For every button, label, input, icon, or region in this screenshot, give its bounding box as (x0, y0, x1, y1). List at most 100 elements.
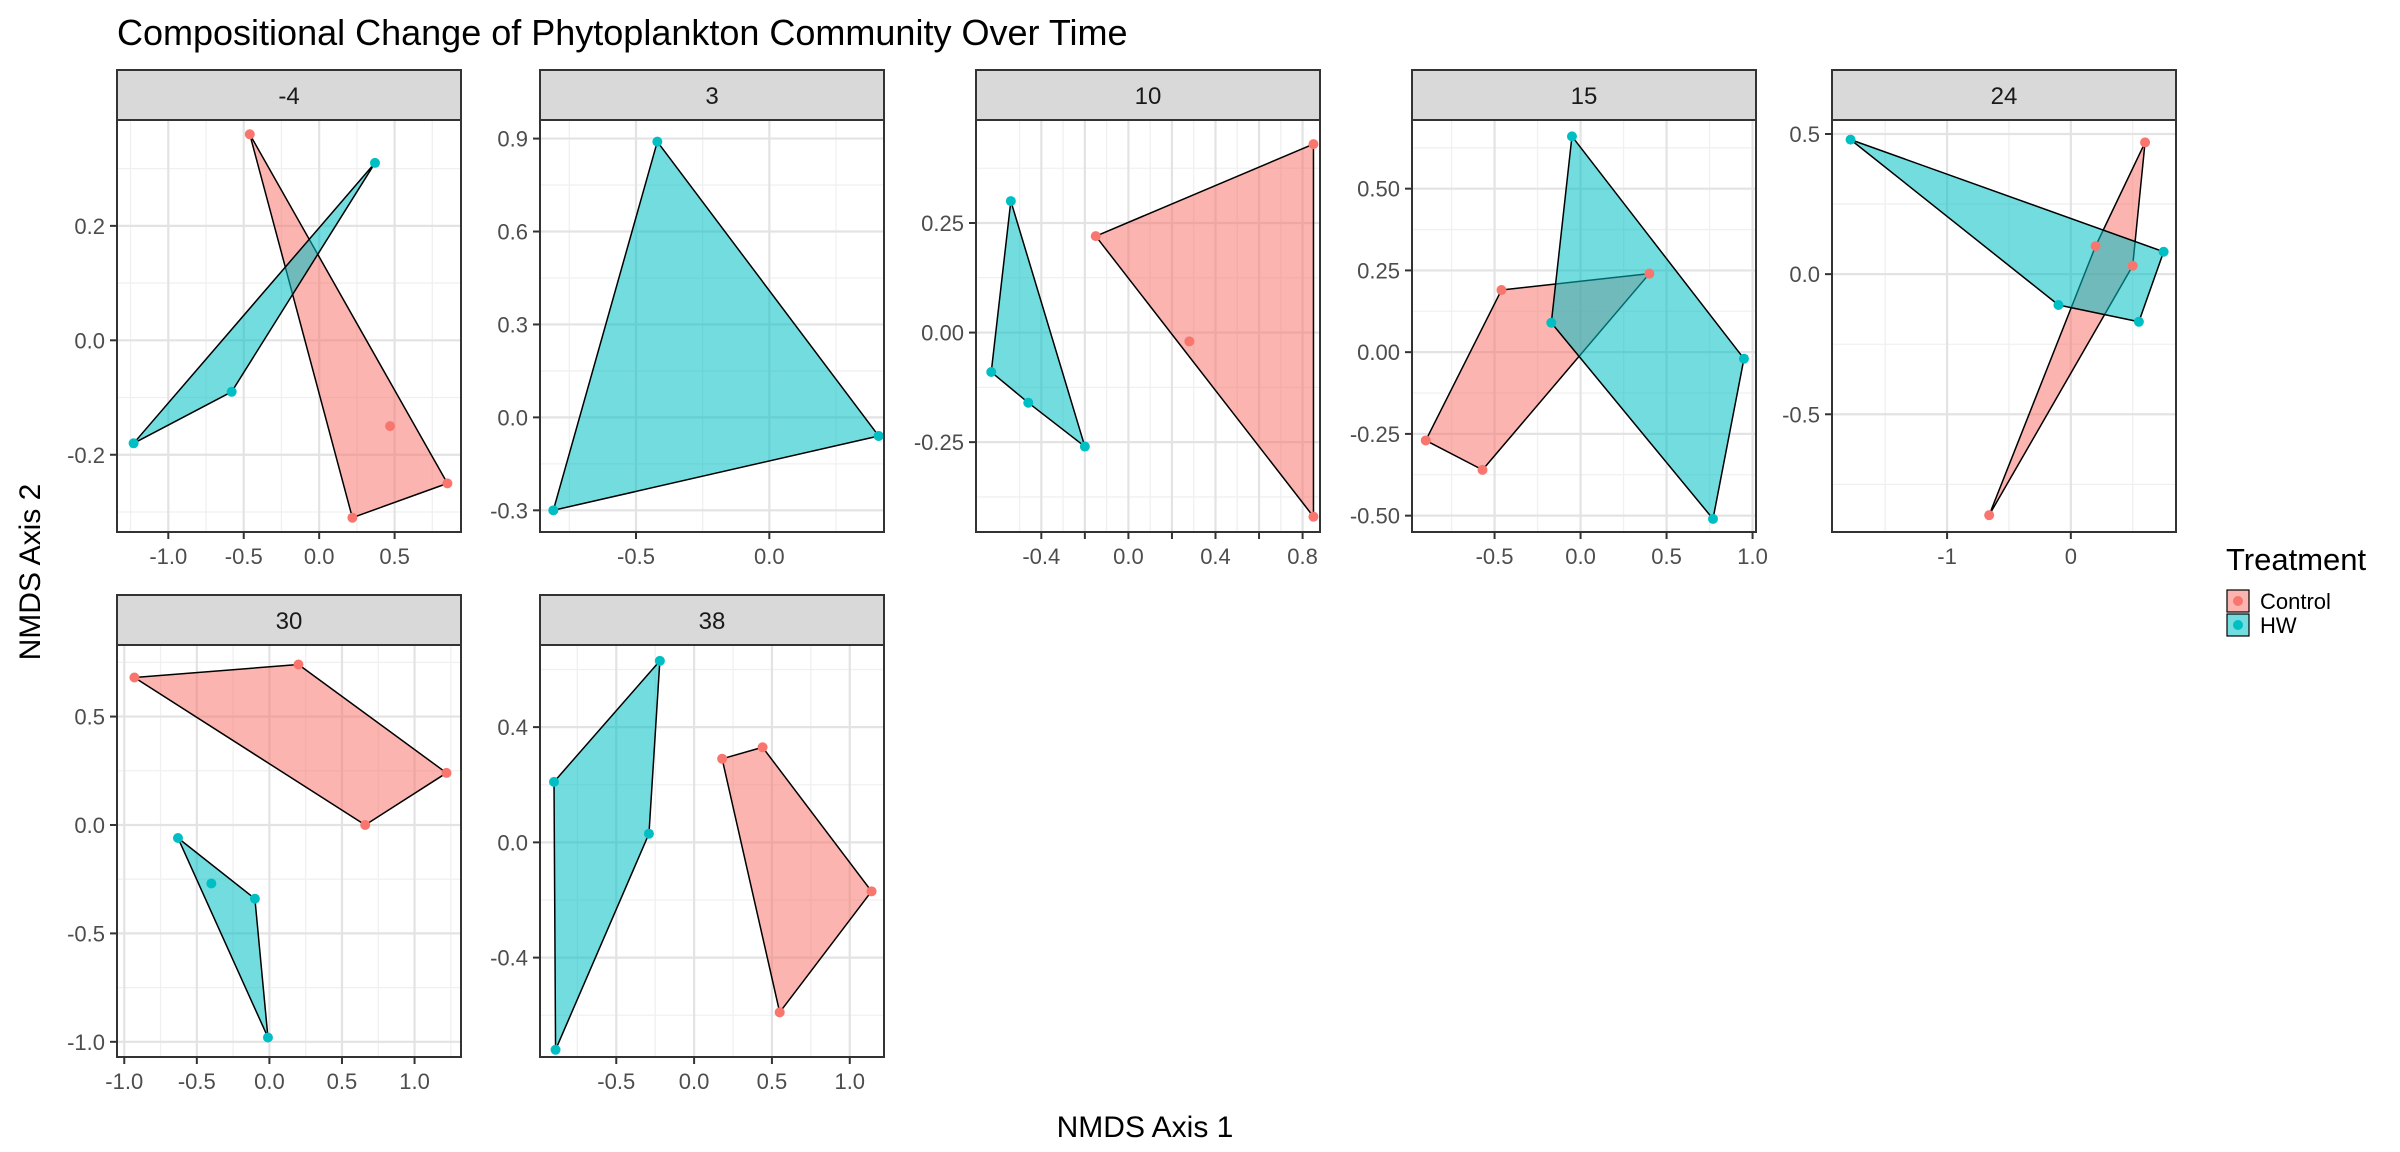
chart-title: Compositional Change of Phytoplankton Co… (117, 12, 1127, 53)
x-tick-label: -0.5 (617, 544, 655, 569)
y-tick-label: 0.0 (74, 813, 105, 838)
point-control (347, 512, 358, 523)
point-hw (986, 367, 997, 378)
y-tick-label: 0.00 (1357, 340, 1400, 365)
panel-border (539, 119, 885, 533)
point-hw (652, 136, 663, 147)
point-hw (1005, 196, 1016, 207)
legend-label: Control (2260, 589, 2331, 614)
panel-border (539, 644, 885, 1058)
legend-entry-control: Control (2226, 589, 2331, 614)
y-tick-label: 0.50 (1357, 177, 1400, 202)
y-tick-label: -0.25 (914, 430, 964, 455)
x-tick-label: 0.5 (379, 544, 410, 569)
point-hw (654, 655, 665, 666)
y-tick-label: -0.5 (1782, 402, 1820, 427)
plot-background (1832, 120, 2176, 532)
point-control (2127, 260, 2138, 271)
point-hw (262, 1032, 273, 1043)
facet-strip (975, 69, 1321, 121)
x-tick-label: 1.0 (1737, 544, 1768, 569)
point-control (757, 742, 768, 753)
x-tick-label: 0.4 (1200, 544, 1231, 569)
point-control (866, 886, 877, 897)
point-hw (1708, 513, 1718, 524)
panel-border (116, 119, 462, 533)
y-tick-label: 0.0 (1789, 262, 1820, 287)
y-tick-label: 0.0 (74, 328, 105, 353)
point-control (1090, 231, 1101, 242)
facet-strip (116, 69, 462, 121)
point-control (1308, 139, 1319, 150)
point-hw (226, 386, 237, 397)
legend-label: HW (2260, 613, 2297, 638)
point-hw (548, 505, 559, 516)
x-tick-label: -0.4 (1022, 544, 1060, 569)
point-hw (1845, 134, 1856, 145)
y-tick-label: 0.6 (497, 220, 528, 245)
facet-panel-3: 3 -0.5 0.0 -0.3 0.0 0.3 0.6 0.9 (490, 69, 885, 569)
point-hw (1079, 441, 1090, 452)
point-hw (370, 157, 380, 168)
x-tick-label: 0.0 (754, 544, 785, 569)
point-control (385, 421, 396, 432)
legend-entry-hw: HW (2226, 613, 2297, 638)
x-tick-label: 0.5 (757, 1069, 788, 1094)
panel-border (116, 644, 462, 1058)
point-hw (249, 893, 260, 904)
data-layer (1845, 134, 2169, 521)
y-tick-label: 0.2 (74, 214, 105, 239)
panel-border (1411, 119, 1757, 533)
x-tick-label: 1.0 (399, 1069, 430, 1094)
point-control (1984, 510, 1995, 521)
data-layer (1420, 131, 1749, 524)
point-control (360, 819, 371, 830)
x-tick-label: 0.0 (679, 1069, 710, 1094)
point-hw (2158, 246, 2169, 257)
point-hw (206, 878, 217, 889)
facet-panel-38: 38 -0.5 0.0 0.5 1.0 -0.4 0.0 0.4 (490, 594, 885, 1094)
facet-strip-label: 38 (699, 608, 726, 635)
point-hw (1023, 397, 1034, 408)
facet-panel-10: 10 -0.4 0.0 0.4 0.8 -0.25 0.00 0.25 (914, 69, 1321, 569)
x-tick-label: -0.5 (178, 1069, 216, 1094)
facet-strip (116, 594, 462, 646)
legend-key-point (2233, 620, 2243, 630)
x-tick-label: 0.0 (254, 1069, 285, 1094)
facet-strip-label: 15 (1571, 83, 1598, 110)
legend-key-point (2233, 596, 2243, 606)
point-hw (2053, 299, 2064, 310)
y-tick-label: 0.00 (921, 321, 964, 346)
x-tick-label: -0.5 (225, 544, 263, 569)
point-control (1184, 336, 1195, 347)
facet-strip (539, 69, 885, 121)
hull-hw (177, 837, 269, 1039)
y-tick-label: -0.25 (1350, 422, 1400, 447)
x-tick-label: 0.0 (1565, 544, 1596, 569)
facet-strip-label: 3 (705, 83, 718, 110)
facet-strip-label: 30 (276, 608, 303, 635)
point-hw (1546, 317, 1557, 328)
y-tick-label: -0.3 (490, 498, 528, 523)
y-axis-label: NMDS Axis 2 (14, 484, 47, 661)
point-control (441, 767, 452, 778)
data-layer (129, 659, 452, 1043)
point-hw (643, 828, 654, 839)
panel-border (975, 119, 1321, 533)
point-control (1420, 435, 1431, 446)
x-tick-label: -0.5 (1476, 544, 1514, 569)
legend-title: Treatment (2226, 542, 2367, 577)
x-tick-label: 0.5 (1651, 544, 1682, 569)
facet-panels: -4 -1.0 -0.5 0.0 0.5 -0.2 0.0 0.2 3 -0.5 0.0 -0.3 0.… (67, 69, 2177, 1094)
point-control (244, 129, 255, 140)
point-hw (550, 1044, 561, 1055)
point-control (2140, 137, 2151, 148)
point-hw (549, 776, 560, 787)
x-tick-label: 0 (2065, 544, 2077, 569)
x-tick-label: -0.5 (597, 1069, 635, 1094)
facet-strip-label: 24 (1991, 83, 2018, 110)
data-layer (986, 139, 1319, 522)
point-hw (128, 438, 139, 449)
